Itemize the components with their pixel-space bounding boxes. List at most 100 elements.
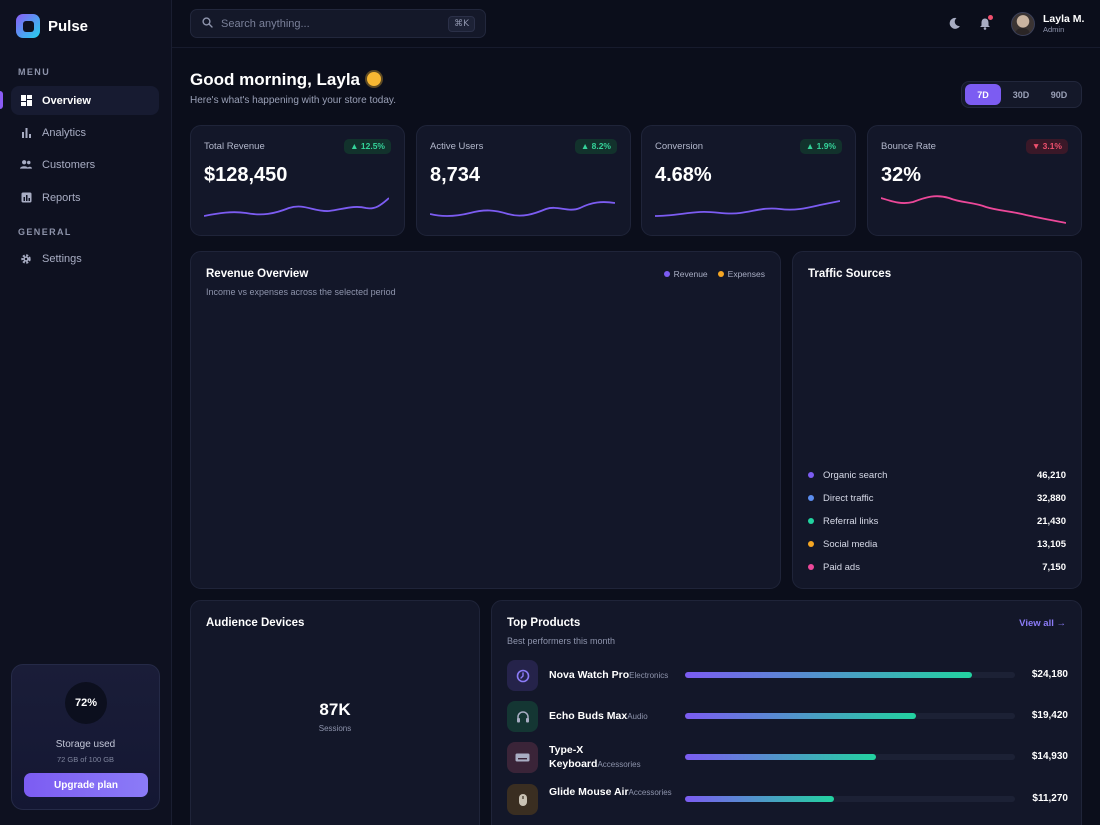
bar-chart-icon bbox=[20, 127, 32, 139]
storage-detail: 72 GB of 100 GB bbox=[56, 755, 115, 764]
menu-section-label: MENU bbox=[18, 67, 51, 77]
range-90d-button[interactable]: 90D bbox=[1041, 84, 1077, 105]
card-subtitle: Best performers this month bbox=[507, 636, 616, 646]
traffic-value: 32,880 bbox=[1036, 492, 1066, 504]
product-share-track bbox=[685, 672, 1015, 678]
product-share-track bbox=[685, 754, 1015, 760]
product-category: Accessories bbox=[597, 760, 641, 769]
kpi-card-total-revenue[interactable]: Total Revenue ▲ 12.5% $128,450 bbox=[190, 125, 405, 236]
avatar[interactable] bbox=[1011, 12, 1035, 36]
page-title: Good morning, Layla bbox=[190, 70, 382, 90]
range-30d-button[interactable]: 30D bbox=[1003, 84, 1039, 105]
traffic-label: Organic search bbox=[823, 469, 888, 481]
product-name: Echo Buds MaxAudio bbox=[549, 709, 677, 724]
sidebar-item-settings[interactable]: Settings bbox=[11, 244, 159, 273]
sidebar-item-overview[interactable]: Overview bbox=[11, 86, 159, 115]
legend-dot bbox=[717, 271, 724, 277]
sidebar-item-label: Analytics bbox=[42, 126, 87, 139]
sparkline bbox=[430, 201, 615, 218]
legend-dot bbox=[808, 541, 814, 547]
sidebar-item-analytics[interactable]: Analytics bbox=[11, 118, 159, 147]
product-row[interactable]: Type-X KeyboardAccessories $14,930 bbox=[507, 742, 1068, 774]
top-bar: ⌘K Layla M. Admin bbox=[172, 0, 1100, 48]
sessions-label: Sessions bbox=[318, 724, 352, 733]
sidebar: Pulse MENU Overview Analytics Customers … bbox=[0, 0, 172, 825]
traffic-label: Referral links bbox=[823, 515, 879, 527]
card-title: Top Products bbox=[507, 617, 581, 629]
traffic-value: 21,430 bbox=[1036, 515, 1066, 527]
traffic-row-direct: Direct traffic 32,880 bbox=[808, 490, 1066, 506]
traffic-label: Paid ads bbox=[823, 561, 860, 573]
product-name: Glide Mouse AirAccessories bbox=[549, 785, 677, 800]
sparkline bbox=[204, 197, 389, 217]
product-row[interactable]: Glide Mouse AirAccessories $11,270 bbox=[507, 784, 1068, 816]
card-title: Traffic Sources bbox=[808, 268, 892, 280]
card-title: Revenue Overview bbox=[206, 268, 309, 280]
product-revenue: $19,420 bbox=[1031, 710, 1068, 721]
report-icon bbox=[20, 192, 32, 204]
product-share-track bbox=[685, 713, 1015, 719]
user-name: Layla M. bbox=[1043, 13, 1085, 25]
watch-icon bbox=[507, 660, 538, 691]
product-share-track bbox=[685, 796, 1015, 802]
gear-icon bbox=[20, 253, 32, 265]
search-icon bbox=[202, 15, 213, 33]
product-revenue: $24,180 bbox=[1031, 669, 1068, 680]
sidebar-item-customers[interactable]: Customers bbox=[11, 150, 159, 179]
sun-icon bbox=[367, 72, 382, 86]
moon-icon[interactable] bbox=[946, 15, 962, 31]
traffic-row-paid: Paid ads 7,150 bbox=[808, 559, 1066, 575]
upgrade-plan-button[interactable]: Upgrade plan bbox=[24, 773, 148, 797]
kpi-value: 32% bbox=[881, 164, 922, 186]
bell-icon[interactable] bbox=[977, 15, 993, 31]
legend-item-revenue: Revenue bbox=[663, 269, 708, 279]
traffic-label: Direct traffic bbox=[823, 492, 874, 504]
legend-dot bbox=[808, 564, 814, 570]
notification-dot bbox=[988, 15, 993, 20]
kpi-label: Bounce Rate bbox=[881, 141, 936, 152]
product-row[interactable]: Nova Watch ProElectronics $24,180 bbox=[507, 660, 1068, 692]
range-7d-button[interactable]: 7D bbox=[965, 84, 1001, 105]
product-row[interactable]: Echo Buds MaxAudio $19,420 bbox=[507, 701, 1068, 733]
traffic-label: Social media bbox=[823, 538, 878, 550]
page-subtitle: Here's what's happening with your store … bbox=[190, 95, 396, 106]
users-icon bbox=[20, 159, 32, 171]
product-share-fill bbox=[685, 672, 973, 678]
kpi-card-active-users[interactable]: Active Users ▲ 8.2% 8,734 bbox=[416, 125, 631, 236]
sidebar-item-label: Overview bbox=[42, 94, 91, 107]
sidebar-item-label: Reports bbox=[42, 191, 81, 204]
storage-title: Storage used bbox=[55, 739, 116, 750]
kpi-label: Active Users bbox=[430, 141, 484, 152]
product-category: Electronics bbox=[629, 671, 669, 680]
product-category: Audio bbox=[627, 712, 648, 721]
storage-card: 72% Storage used 72 GB of 100 GB Upgrade… bbox=[11, 664, 160, 810]
kpi-card-conversion[interactable]: Conversion ▲ 1.9% 4.68% bbox=[641, 125, 856, 236]
sidebar-item-reports[interactable]: Reports bbox=[11, 183, 159, 212]
sessions-value: 87K bbox=[319, 700, 351, 719]
traffic-sources-card: Traffic Sources Organic search 46,210 Di… bbox=[792, 251, 1082, 589]
date-range-toggle: 7D 30D 90D bbox=[961, 81, 1082, 108]
kpi-value: 8,734 bbox=[430, 164, 481, 186]
product-category: Accessories bbox=[628, 788, 672, 797]
traffic-value: 46,210 bbox=[1036, 469, 1066, 481]
kpi-change-badge: ▲ 12.5% bbox=[344, 139, 391, 154]
chart-legend: Revenue Expenses bbox=[663, 269, 765, 279]
traffic-row-referral: Referral links 21,430 bbox=[808, 513, 1066, 529]
kpi-value: $128,450 bbox=[204, 164, 288, 186]
product-name: Type-X KeyboardAccessories bbox=[549, 743, 677, 772]
legend-label: Revenue bbox=[673, 269, 708, 279]
product-revenue: $11,270 bbox=[1032, 793, 1068, 804]
card-title: Audience Devices bbox=[206, 617, 305, 629]
search-box[interactable]: ⌘K bbox=[190, 9, 486, 38]
product-title: Type-X Keyboard bbox=[549, 744, 598, 770]
keyboard-icon bbox=[507, 742, 538, 773]
view-all-link[interactable]: View all → bbox=[1019, 618, 1066, 629]
mouse-icon bbox=[507, 784, 538, 815]
search-input[interactable] bbox=[221, 17, 441, 30]
traffic-row-organic: Organic search 46,210 bbox=[808, 467, 1066, 483]
audience-devices-card: Audience Devices 87K Sessions bbox=[190, 600, 480, 825]
legend-dot bbox=[808, 495, 814, 501]
kpi-card-bounce-rate[interactable]: Bounce Rate ▼ 3.1% 32% bbox=[867, 125, 1082, 236]
brand[interactable]: Pulse bbox=[16, 14, 88, 38]
greeting-text: Good morning, Layla bbox=[190, 70, 361, 89]
